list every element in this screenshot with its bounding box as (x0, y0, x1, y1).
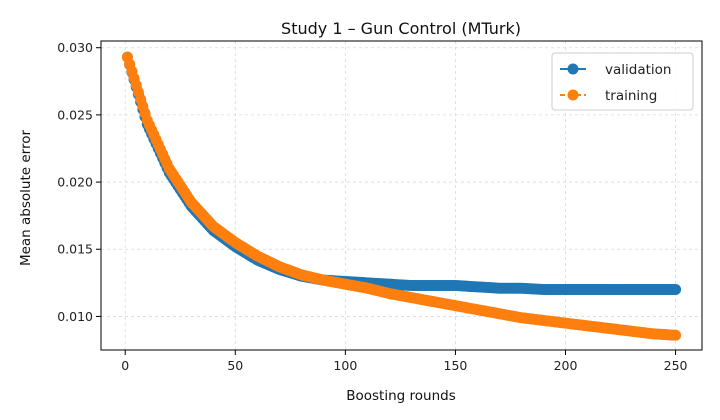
y-tick-label: 0.010 (57, 309, 93, 324)
x-axis-title: Boosting rounds (346, 388, 456, 404)
legend-validation-label: validation (605, 62, 671, 78)
chart-title: Study 1 – Gun Control (MTurk) (281, 19, 521, 38)
series-training (121, 51, 682, 341)
x-tick-label: 200 (554, 358, 578, 373)
plot-frame (100, 40, 703, 351)
y-tick-label: 0.030 (57, 40, 93, 55)
data-point-validation (670, 284, 682, 296)
y-tick-label: 0.015 (57, 242, 93, 257)
legend-training-label: training (605, 88, 657, 104)
data-point-training (670, 329, 682, 341)
x-tick-label: 0 (121, 358, 129, 373)
axes: 0 50 100 150 200 250 0.010 0.015 0.020 0.025 0.030 (57, 40, 687, 373)
y-axis-title: Mean absolute error (18, 130, 34, 267)
legend: validation training (551, 52, 694, 111)
legend-training-marker (567, 89, 579, 101)
plot-series (121, 51, 682, 341)
legend-box (551, 52, 694, 111)
y-tick-label: 0.020 (57, 175, 93, 190)
grid (101, 41, 702, 350)
y-tick-label: 0.025 (57, 107, 93, 122)
legend-validation-marker (567, 63, 579, 75)
x-tick-label: 150 (444, 358, 468, 373)
x-tick-label: 100 (333, 358, 357, 373)
x-tick-label: 50 (227, 358, 243, 373)
x-tick-label: 250 (664, 358, 688, 373)
